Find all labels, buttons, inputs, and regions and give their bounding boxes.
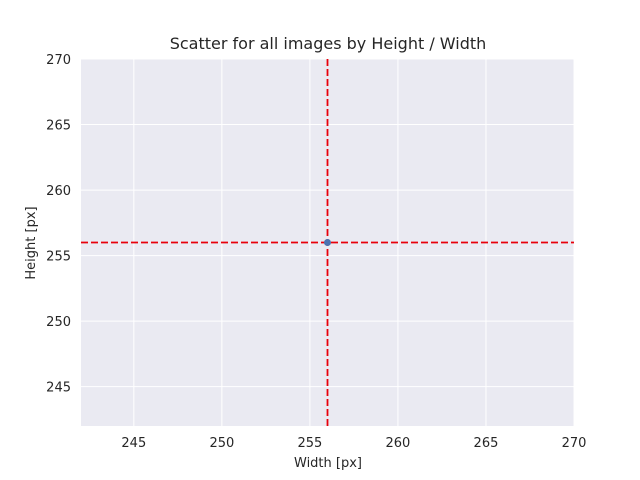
- x-axis-label: Width [px]: [294, 456, 362, 471]
- y-tick-label: 245: [46, 381, 71, 396]
- x-tick-label: 255: [297, 436, 322, 451]
- x-tick-label: 270: [562, 436, 587, 451]
- x-tick-label: 265: [474, 436, 499, 451]
- x-tick-label: 245: [121, 436, 146, 451]
- x-axis-ticks: 245 250 255 260 265 270: [121, 436, 586, 451]
- y-tick-label: 265: [46, 119, 71, 134]
- y-tick-label: 255: [46, 250, 71, 265]
- x-tick-label: 250: [209, 436, 234, 451]
- y-tick-label: 260: [46, 184, 71, 199]
- x-tick-label: 260: [386, 436, 411, 451]
- y-axis-label: Height [px]: [24, 206, 39, 279]
- data-points: [324, 239, 331, 246]
- y-axis-ticks: 245 250 255 260 265 270: [46, 53, 71, 396]
- chart-title: Scatter for all images by Height / Width: [170, 34, 487, 53]
- data-point: [324, 239, 331, 246]
- y-tick-label: 250: [46, 315, 71, 330]
- y-tick-label: 270: [46, 53, 71, 68]
